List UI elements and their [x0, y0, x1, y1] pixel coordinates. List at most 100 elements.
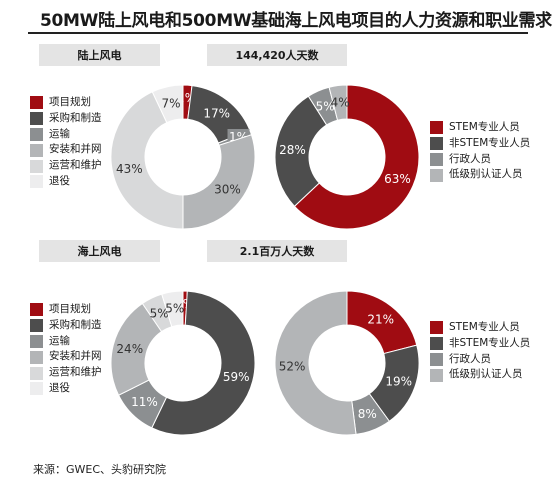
legend-label: 项目规划 — [49, 96, 91, 108]
donut-slice — [151, 290, 256, 436]
data-label: 63% — [384, 172, 411, 186]
donut-chart-offshore-occupations: 21% 19% 8% 52% — [274, 290, 420, 436]
legend-label: 安装和并网 — [49, 143, 102, 156]
legend-swatch — [30, 127, 43, 141]
data-label: 4% — [331, 95, 350, 109]
section-header-onshore: 陆上风电 — [39, 44, 160, 66]
legend-swatch — [430, 152, 443, 166]
legend-offshore-phases: 项目规划 采购和制造 运输 安装和并网 运营和维护 退役 — [30, 302, 102, 397]
legend-swatch — [430, 352, 443, 366]
legend-label: STEM专业人员 — [449, 321, 520, 333]
legend-swatch — [430, 368, 443, 382]
data-label: 5% — [165, 302, 184, 316]
data-label: 8% — [358, 407, 377, 421]
legend-swatch — [430, 137, 443, 151]
legend-item: STEM专业人员 — [430, 320, 530, 336]
legend-item: 运营和维护 — [30, 158, 102, 174]
donut-chart-offshore-phases: 1%59%11%24%5%5% — [110, 290, 256, 436]
data-label: 5% — [150, 306, 169, 320]
legend-item: STEM专业人员 — [430, 120, 530, 136]
legend-label: 退役 — [49, 174, 70, 187]
legend-label: 退役 — [49, 381, 70, 394]
donut-slice — [151, 84, 184, 124]
donut-slice — [161, 290, 184, 328]
legend-label: 安装和并网 — [49, 350, 102, 363]
legend-onshore-occupations: STEM专业人员 非STEM专业人员 行政人员 低级别认证人员 — [430, 120, 530, 183]
legend-swatch — [30, 350, 43, 364]
data-label: 52% — [279, 359, 306, 373]
legend-item: 安装和并网 — [30, 142, 102, 158]
legend-label: 非STEM专业人员 — [449, 136, 531, 149]
title-divider — [28, 32, 528, 34]
data-label: 30% — [214, 182, 241, 196]
legend-swatch — [30, 366, 43, 380]
legend-label: 采购和制造 — [49, 111, 102, 124]
legend-item: 低级别认证人员 — [430, 167, 530, 183]
chart-title: 50MW陆上风电和500MW基础海上风电项目的人力资源和职业需求 — [40, 11, 552, 31]
data-label: 28% — [279, 143, 306, 157]
legend-item: 项目规划 — [30, 95, 102, 111]
legend-swatch — [30, 382, 43, 396]
legend-label: 运输 — [49, 334, 70, 347]
legend-item: 安装和并网 — [30, 349, 102, 365]
legend-label: 低级别认证人员 — [449, 368, 523, 381]
donut-slice — [182, 134, 256, 230]
donut-slice — [110, 91, 184, 230]
legend-label: 行政人员 — [449, 152, 491, 165]
legend-label: 非STEM专业人员 — [449, 336, 531, 349]
donut-chart-onshore-occupations: 63% 28% 5%4% — [274, 84, 420, 230]
source-note: 来源：GWEC、头豹研究院 — [33, 463, 167, 476]
data-label: 24% — [116, 342, 143, 356]
donut-slice — [293, 84, 420, 230]
legend-item: 运营和维护 — [30, 365, 102, 381]
legend-item: 项目规划 — [30, 302, 102, 318]
legend-label: 运营和维护 — [49, 366, 102, 379]
legend-swatch — [30, 112, 43, 126]
data-label: 21% — [367, 313, 394, 327]
legend-swatch — [30, 159, 43, 173]
legend-swatch — [30, 319, 43, 333]
data-label: 7% — [161, 96, 180, 110]
donut-slice — [274, 290, 357, 436]
legend-swatch — [30, 303, 43, 317]
donut-chart-onshore-phases: 2%17%1%30%43%7% — [110, 84, 256, 230]
data-label: 17% — [203, 107, 230, 121]
legend-item: 运输 — [30, 127, 102, 143]
section-header-onshore-person-days: 144,420人天数 — [207, 44, 347, 66]
legend-label: 运营和维护 — [49, 159, 102, 172]
legend-swatch — [30, 175, 43, 189]
data-label: 59% — [223, 370, 250, 384]
legend-item: 采购和制造 — [30, 111, 102, 127]
data-label: 5% — [316, 100, 335, 114]
legend-label: 采购和制造 — [49, 318, 102, 331]
data-label: 43% — [116, 162, 143, 176]
legend-swatch — [430, 121, 443, 135]
legend-label: STEM专业人员 — [449, 121, 520, 133]
legend-label: 项目规划 — [49, 303, 91, 315]
section-header-offshore: 海上风电 — [39, 240, 160, 262]
legend-swatch — [30, 143, 43, 157]
legend-item: 采购和制造 — [30, 318, 102, 334]
legend-item: 低级别认证人员 — [430, 367, 530, 383]
legend-label: 行政人员 — [449, 352, 491, 365]
legend-offshore-occupations: STEM专业人员 非STEM专业人员 行政人员 低级别认证人员 — [430, 320, 530, 383]
donut-slice — [328, 84, 348, 121]
legend-item: 行政人员 — [430, 352, 530, 368]
legend-swatch — [30, 96, 43, 110]
legend-label: 运输 — [49, 127, 70, 140]
legend-swatch — [430, 337, 443, 351]
data-label: 19% — [385, 375, 412, 389]
legend-item: 退役 — [30, 174, 102, 190]
section-header-offshore-person-days: 2.1百万人天数 — [207, 240, 347, 262]
legend-item: 运输 — [30, 334, 102, 350]
legend-item: 非STEM专业人员 — [430, 136, 530, 152]
legend-item: 非STEM专业人员 — [430, 336, 530, 352]
legend-swatch — [430, 168, 443, 182]
legend-onshore-phases: 项目规划 采购和制造 运输 安装和并网 运营和维护 退役 — [30, 95, 102, 190]
legend-item: 退役 — [30, 381, 102, 397]
legend-swatch — [30, 334, 43, 348]
data-label: 11% — [131, 395, 158, 409]
legend-label: 低级别认证人员 — [449, 168, 523, 181]
legend-item: 行政人员 — [430, 152, 530, 168]
legend-swatch — [430, 321, 443, 335]
